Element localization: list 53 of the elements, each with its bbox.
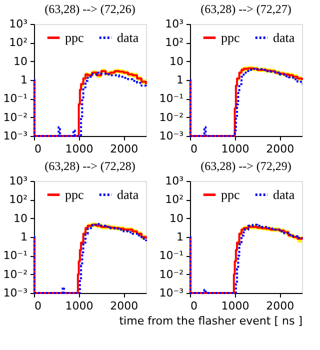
x-tick-label: 0 xyxy=(190,142,198,156)
x-tick-label: 1000 xyxy=(221,300,250,312)
series-label: ppc xyxy=(221,30,240,45)
x-tick-label: 2000 xyxy=(266,300,294,312)
x-tick-label: 2000 xyxy=(110,142,138,156)
y-tick-label: 1 xyxy=(176,230,184,244)
x-tick-label: 2000 xyxy=(266,142,294,156)
y-tick-label: 10³ xyxy=(165,174,184,188)
y-tick-label: 10² xyxy=(165,193,184,206)
y-tick-label: 10⁻¹ xyxy=(159,249,184,262)
y-tick-label: 10⁻² xyxy=(159,268,184,281)
y-tick-label: 10 xyxy=(14,54,28,68)
legend-label: data xyxy=(117,186,139,202)
x-tick-label: 1000 xyxy=(221,142,250,156)
y-tick-label: 10⁻¹ xyxy=(3,92,28,106)
y-tick-label: 10⁻³ xyxy=(159,130,184,142)
y-tick-label: 10³ xyxy=(165,18,184,30)
y-tick-label: 10 xyxy=(170,54,184,68)
y-tick-label: 10³ xyxy=(9,174,28,188)
y-tick-label: 10⁻² xyxy=(159,110,184,124)
chart-title: (63,28) --> (72,27) xyxy=(200,2,292,16)
chart-title: (63,28) --> (72,26) xyxy=(44,2,136,16)
y-tick-label: 10⁻² xyxy=(3,268,28,281)
y-tick-label: 10 xyxy=(170,212,184,225)
x-tick-label: 2000 xyxy=(110,300,138,312)
legend-label: data xyxy=(117,30,139,45)
y-tick-label: 10² xyxy=(9,193,28,206)
y-tick-label: 10 xyxy=(14,212,28,225)
legend-label: ppc xyxy=(65,186,84,202)
text: ppc xyxy=(221,186,240,202)
chart-title: (63,28) --> (72,29) xyxy=(200,159,292,173)
y-tick-label: 10³ xyxy=(9,18,28,30)
y-tick-label: 10⁻¹ xyxy=(3,249,28,262)
x-axis-title: time from the flasher event [ ns ] xyxy=(119,314,302,328)
y-tick-label: 10⁻³ xyxy=(3,286,28,300)
x-tick-label: 1000 xyxy=(65,142,94,156)
y-tick-label: 10² xyxy=(165,36,184,50)
y-tick-label: 10⁻¹ xyxy=(159,92,184,106)
x-tick-label: 0 xyxy=(34,142,42,156)
y-tick-label: 10⁻³ xyxy=(159,286,184,300)
x-tick-label: 0 xyxy=(190,300,198,312)
y-tick-label: 10⁻³ xyxy=(3,130,28,142)
y-tick-label: 1 xyxy=(176,74,184,86)
legend-label: ppc xyxy=(65,30,84,45)
y-tick-label: 10² xyxy=(9,36,28,50)
x-tick-label: 1000 xyxy=(65,300,94,312)
y-tick-label: 1 xyxy=(20,74,28,86)
x-tick-label: 0 xyxy=(34,300,42,312)
y-tick-label: 10⁻² xyxy=(3,110,28,124)
chart-title: (63,28) --> (72,28) xyxy=(44,159,136,173)
y-tick-label: 1 xyxy=(20,230,28,244)
legend-label: data xyxy=(273,186,295,202)
legend-label: data xyxy=(273,30,295,45)
